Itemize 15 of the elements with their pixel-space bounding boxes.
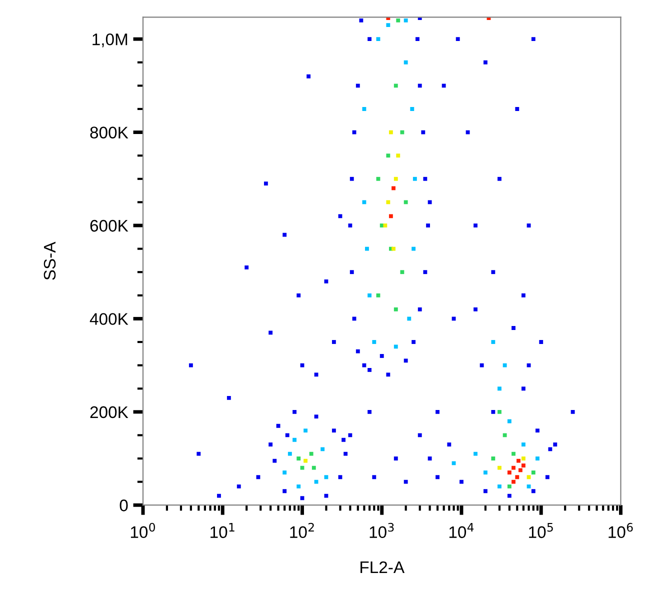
x-tick-label: 10$^{4}$: [449, 523, 474, 538]
x-tick-label: 10$^{3}$: [370, 522, 394, 538]
y-axis-title: SS-A: [44, 242, 56, 280]
y-tick-label: 800K: [90, 126, 128, 138]
x-axis-title: FL2-A: [360, 561, 405, 574]
x-tick-label: 10$^{2}$: [290, 522, 314, 538]
y-tick-label: 600K: [90, 220, 128, 232]
y-tick-label: 1,0M: [92, 33, 128, 48]
y-tick-label: 200K: [90, 406, 128, 418]
x-tick-label: 10$^{5}$: [529, 523, 553, 538]
y-tick-label: 0: [120, 500, 128, 512]
y-tick-label: 400K: [90, 313, 128, 325]
x-tick-label: 10$^{0}$: [130, 522, 156, 538]
x-tick-label: 10$^{1}$: [210, 523, 234, 538]
x-tick-label: 10$^{6}$: [608, 522, 633, 538]
